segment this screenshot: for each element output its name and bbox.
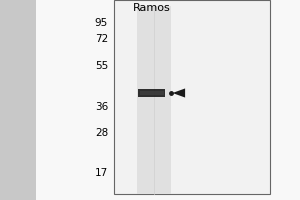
Polygon shape [172,88,185,98]
Text: 72: 72 [95,34,108,44]
Text: 55: 55 [95,61,108,71]
Bar [138,89,165,97]
Text: 95: 95 [95,18,108,28]
Text: Ramos: Ramos [133,3,170,13]
Text: 28: 28 [95,128,108,138]
Text: 17: 17 [95,168,108,178]
Bar [136,6,171,194]
Text: 36: 36 [95,102,108,112]
Bar [140,91,164,95]
Bar [36,0,300,200]
Bar [114,0,270,194]
